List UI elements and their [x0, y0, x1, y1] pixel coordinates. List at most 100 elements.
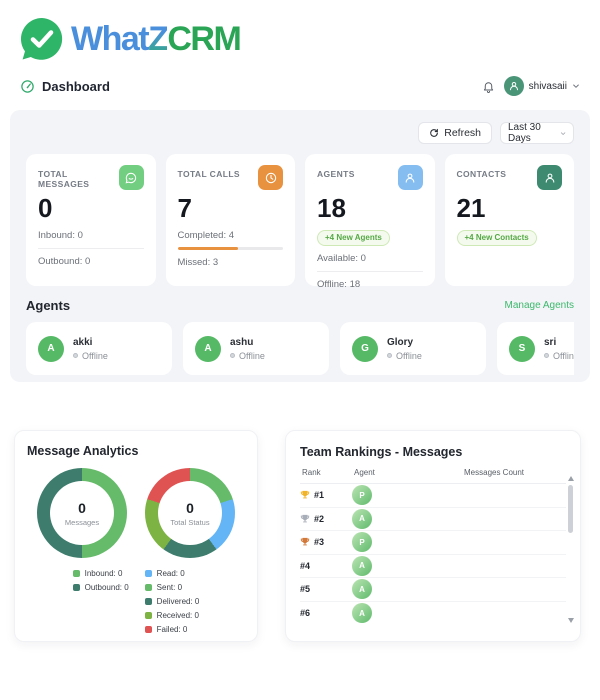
person-icon: [509, 82, 518, 91]
team-rankings-card: Team Rankings - Messages Rank Agent Mess…: [285, 430, 581, 642]
agent-status: Offline: [396, 350, 422, 361]
offline-dot-icon: [544, 353, 549, 358]
avatar: A: [195, 335, 221, 362]
avatar: A: [352, 603, 372, 624]
refresh-icon: [430, 128, 439, 137]
stat-label: TOTAL CALLS: [177, 169, 240, 179]
legend-label: Failed: 0: [156, 625, 188, 634]
new-agents-badge: +4 New Agents: [317, 229, 390, 246]
agent-card[interactable]: A akki Offline: [26, 322, 172, 375]
refresh-label: Refresh: [444, 127, 481, 139]
page-title: Dashboard: [42, 78, 110, 94]
legend-dot-icon: [144, 570, 152, 577]
agent-status: Offline: [553, 350, 574, 361]
stat-value: 0: [38, 193, 53, 223]
legend-item: Sent: 0: [144, 583, 200, 592]
legend-dot-icon: [144, 626, 152, 633]
user-menu[interactable]: shivasaii: [503, 76, 580, 96]
stat-card-total-messages: TOTAL MESSAGES 0 Inbound: 0 Outbound: 0: [26, 154, 156, 286]
avatar: P: [352, 485, 372, 506]
clock-icon: [258, 165, 283, 190]
table-row[interactable]: #6 A: [300, 602, 566, 626]
table-row[interactable]: #5 A: [300, 578, 566, 602]
stat-card-agents: AGENTS 18 +4 New Agents Available: 0 Off…: [305, 154, 435, 290]
column-agent: Agent: [354, 468, 375, 477]
vertical-scrollbar[interactable]: [566, 476, 575, 623]
stat-value: 18: [317, 193, 346, 223]
date-range-select[interactable]: Last 30 Days: [500, 122, 574, 144]
donut-value: 0: [78, 499, 86, 516]
scrollbar-thumb[interactable]: [568, 485, 573, 533]
avatar: A: [352, 508, 372, 529]
brand-name: What Z CRM: [71, 20, 242, 59]
legend-dot-icon: [144, 598, 152, 605]
table-row[interactable]: #2 A: [300, 508, 566, 531]
trophy-bronze-icon: [300, 538, 310, 546]
analytics-title: Message Analytics: [27, 444, 139, 458]
legend-label: Delivered: 0: [156, 597, 200, 606]
divider: [317, 270, 423, 272]
header-bar: Dashboard shivasaii: [0, 66, 600, 104]
legend-dot-icon: [72, 570, 80, 577]
trophy-silver-icon: [300, 514, 310, 523]
stat-available: Available: 0: [317, 252, 366, 264]
calls-progress-bar: [177, 246, 238, 250]
rank-number: #6: [300, 608, 311, 619]
legend-dot-icon: [144, 612, 152, 619]
username: shivasaii: [528, 80, 567, 92]
legend-label: Received: 0: [156, 611, 199, 620]
new-contacts-badge: +4 New Contacts: [456, 229, 537, 246]
page-title-group: Dashboard: [20, 79, 110, 94]
donut-label: Total Status: [170, 517, 210, 527]
scroll-up-arrow-icon[interactable]: [567, 476, 574, 481]
message-analytics-card: Message Analytics 0 Messages 0 Total Sta…: [14, 430, 258, 642]
agent-name: sri: [544, 336, 557, 348]
agent-card[interactable]: G Glory Offline: [340, 322, 486, 375]
avatar: S: [509, 335, 535, 362]
stat-label: CONTACTS: [456, 169, 507, 179]
brand-logo: What Z CRM: [0, 0, 600, 66]
chevron-down-icon: [560, 131, 566, 135]
rank-number: #1: [314, 490, 325, 501]
avatar: A: [352, 579, 372, 600]
rank-number: #2: [314, 513, 325, 524]
messages-donut-chart: 0 Messages: [37, 468, 127, 558]
notification-bell-icon[interactable]: [482, 80, 495, 93]
agent-status: Offline: [82, 350, 108, 361]
legend-item: Inbound: 0: [72, 569, 129, 578]
agent-card[interactable]: S sri Offline: [497, 322, 574, 375]
legend-item: Outbound: 0: [72, 583, 129, 592]
stat-value: 7: [177, 193, 192, 223]
scroll-down-arrow-icon[interactable]: [567, 618, 574, 623]
manage-agents-link[interactable]: Manage Agents: [504, 300, 575, 311]
chat-bubble-icon: [118, 165, 144, 190]
table-row[interactable]: #1 P: [300, 484, 566, 508]
table-row[interactable]: #4 A: [300, 555, 566, 578]
legend-label: Sent: 0: [156, 583, 183, 592]
offline-dot-icon: [387, 353, 392, 358]
legend-label: Inbound: 0: [84, 569, 123, 578]
refresh-button[interactable]: Refresh: [418, 122, 492, 144]
total-status-donut-chart: 0 Total Status: [145, 468, 235, 558]
avatar: P: [352, 532, 372, 553]
date-range-value: Last 30 Days: [508, 122, 541, 144]
stat-label: AGENTS: [317, 169, 355, 179]
rank-number: #5: [300, 584, 311, 595]
dashboard-gauge-icon: [21, 79, 34, 93]
divider: [38, 247, 144, 249]
avatar: A: [352, 555, 372, 576]
avatar: G: [352, 335, 378, 362]
rankings-table-header: Rank Agent Messages Count: [300, 459, 566, 484]
stats-grid: TOTAL MESSAGES 0 Inbound: 0 Outbound: 0 …: [26, 154, 574, 290]
stat-card-contacts: CONTACTS 21 +4 New Contacts: [444, 154, 574, 286]
calls-progress-track: [177, 246, 283, 250]
offline-dot-icon: [73, 353, 78, 358]
rank-number: #4: [300, 560, 311, 571]
agent-card[interactable]: A ashu Offline: [183, 322, 329, 375]
legend-label: Outbound: 0: [84, 583, 129, 592]
chevron-down-icon: [573, 84, 579, 88]
trophy-gold-icon: [300, 491, 310, 499]
offline-dot-icon: [230, 353, 235, 358]
agents-row: A akki Offline A ashu Offline G Glory Of…: [26, 322, 574, 375]
table-row[interactable]: #3 P: [300, 531, 566, 555]
